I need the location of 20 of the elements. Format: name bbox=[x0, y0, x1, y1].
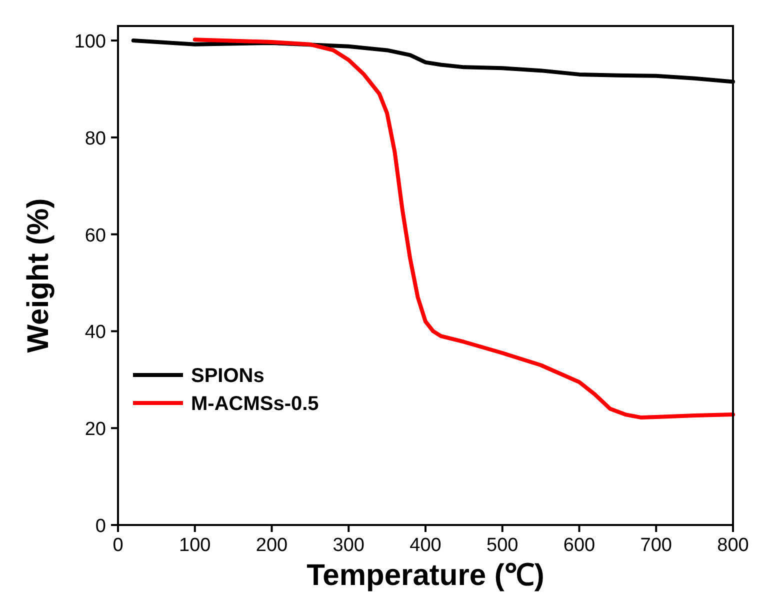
y-tick-label: 0 bbox=[95, 516, 106, 537]
y-tick-label: 100 bbox=[74, 32, 106, 53]
x-tick-label: 800 bbox=[717, 535, 749, 556]
x-tick-label: 500 bbox=[486, 535, 518, 556]
x-tick-label: 0 bbox=[112, 535, 124, 556]
x-axis-title: Temperature (℃) bbox=[306, 559, 544, 592]
x-tick-label: 100 bbox=[179, 535, 211, 556]
y-tick-label: 60 bbox=[84, 225, 106, 246]
x-tick-label: 700 bbox=[640, 535, 672, 556]
x-tick-label: 400 bbox=[410, 535, 442, 556]
y-tick-label: 80 bbox=[84, 128, 106, 150]
y-tick-label: 20 bbox=[84, 419, 106, 440]
x-tick-label: 300 bbox=[332, 535, 364, 556]
x-tick-label: 600 bbox=[563, 535, 596, 556]
legend-label: SPIONs bbox=[191, 365, 264, 387]
y-tick-label: 40 bbox=[84, 322, 106, 344]
y-axis-title: Weight (%) bbox=[22, 198, 55, 353]
legend-label: M-ACMSs-0.5 bbox=[191, 393, 319, 415]
x-tick-label: 200 bbox=[256, 535, 288, 556]
line-series bbox=[192, 38, 735, 420]
